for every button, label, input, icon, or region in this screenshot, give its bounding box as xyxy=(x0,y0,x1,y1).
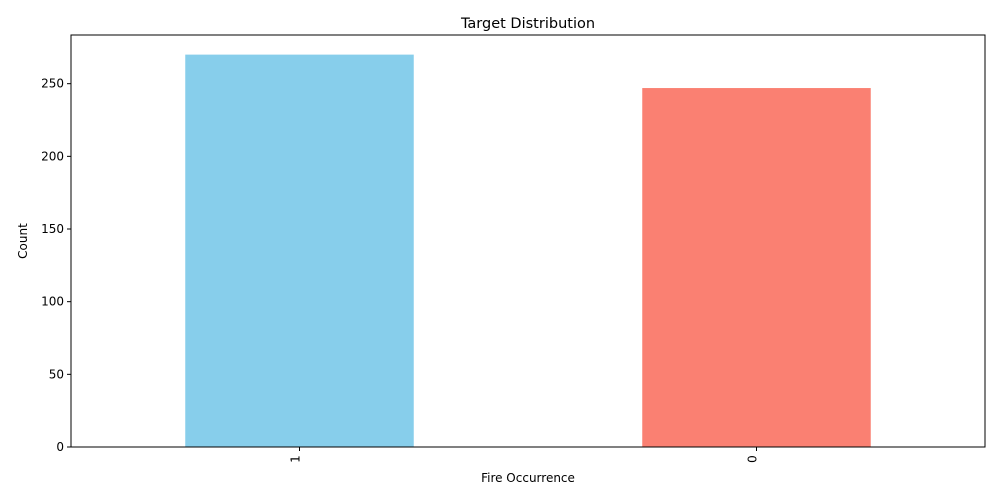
y-tick-label: 150 xyxy=(41,222,64,236)
plot-frame xyxy=(70,34,986,448)
y-tick-label: 0 xyxy=(56,440,64,454)
chart-title: Target Distribution xyxy=(460,16,595,32)
y-axis-label: Count xyxy=(16,223,30,259)
y-tick-label: 100 xyxy=(41,295,64,309)
bars-group xyxy=(185,54,871,447)
y-axis: 0 50 100 150 200 250 xyxy=(41,77,71,454)
y-tick-label: 250 xyxy=(41,77,64,91)
x-tick-label: 0 xyxy=(746,455,760,463)
bar-0 xyxy=(642,88,871,447)
y-tick-label: 200 xyxy=(41,149,64,163)
y-tick-label: 50 xyxy=(49,367,64,381)
bar-1 xyxy=(185,54,414,447)
x-tick-label: 1 xyxy=(289,455,303,463)
x-axis-label: Fire Occurrence xyxy=(481,471,575,485)
